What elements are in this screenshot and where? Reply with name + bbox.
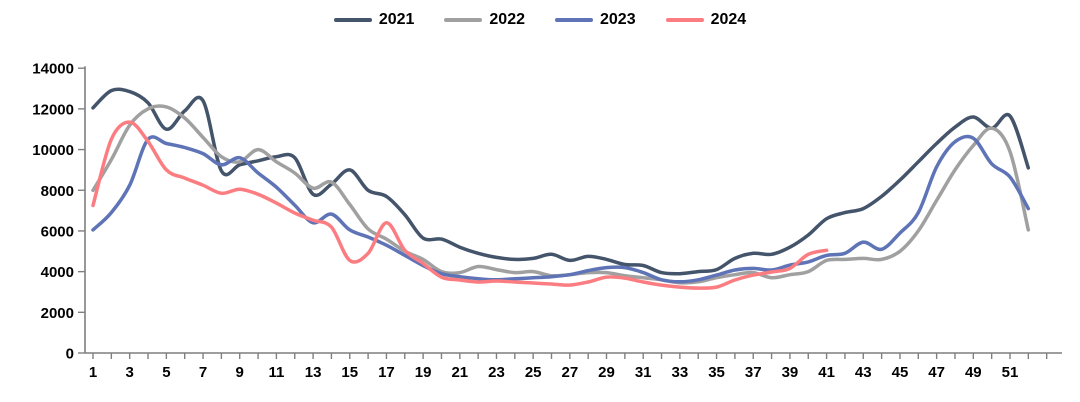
x-tick-label: 3 [126,364,134,381]
legend-swatch-2023 [555,17,593,23]
legend-swatch-2021 [333,17,372,23]
series-line-2023 [91,134,1031,284]
x-tick-label: 51 [1002,364,1019,381]
x-tick-label: 15 [341,364,358,381]
y-tick-label: 0 [66,346,74,363]
x-tick-label: 41 [818,364,835,381]
y-tick-label: 12000 [32,101,74,118]
legend-label-2024: 2024 [710,11,747,28]
legend-swatch-2022 [444,17,483,23]
x-tick-label: 39 [782,364,799,381]
x-tick-label: 11 [268,364,284,381]
y-tick-label: 4000 [41,264,74,281]
y-tick-label: 10000 [32,142,74,159]
series-line-2024 [91,120,829,290]
y-tick-label: 6000 [41,223,74,240]
x-tick-label: 49 [965,364,982,381]
legend-item-2021: 2021 [333,11,415,28]
legend-item-2022: 2022 [444,12,525,28]
x-tick-label: 27 [561,364,578,381]
x-tick-label: 19 [415,364,432,381]
y-axis-labels: 0 2000 4000 6000 8000 10000 12000 14000 [32,61,85,363]
x-tick-label: 29 [598,364,615,381]
x-tick-label: 9 [236,364,244,381]
legend-item-2024: 2024 [665,11,747,28]
x-tick-label: 35 [708,364,725,381]
x-tick-label: 7 [199,364,207,381]
y-tick-label: 2000 [41,305,74,322]
x-tick-label: 37 [745,364,762,381]
legend-item-2023: 2023 [555,12,636,28]
x-tick-label: 21 [451,364,468,381]
x-tick-label: 5 [162,364,170,381]
legend-label-2022: 2022 [489,11,525,28]
x-tick-label: 33 [672,364,689,381]
x-tick-label: 1 [89,364,97,381]
legend-label-2023: 2023 [600,11,636,28]
legend-swatch-2024 [665,17,704,23]
series-lines [91,87,1031,290]
chart-legend: 2021 2022 2023 2024 [0,12,1080,28]
x-tick-label: 17 [378,364,395,381]
y-tick-label: 14000 [32,61,74,78]
x-tick-label: 43 [855,364,872,381]
axes [84,66,1062,354]
x-tick-label: 45 [892,364,909,381]
x-tick-label: 23 [488,364,505,381]
legend-label-2021: 2021 [378,11,415,28]
x-tick-label: 31 [635,364,652,381]
x-tick-label: 13 [305,364,322,381]
x-tick-label: 47 [928,364,945,381]
x-tick-label: 25 [525,364,542,381]
y-tick-label: 8000 [41,183,74,200]
x-axis-labels: 1 3 5 7 9 11 13 15 17 19 21 23 25 27 29 31 33 35 37 39 41 43 4… [89,353,1048,381]
